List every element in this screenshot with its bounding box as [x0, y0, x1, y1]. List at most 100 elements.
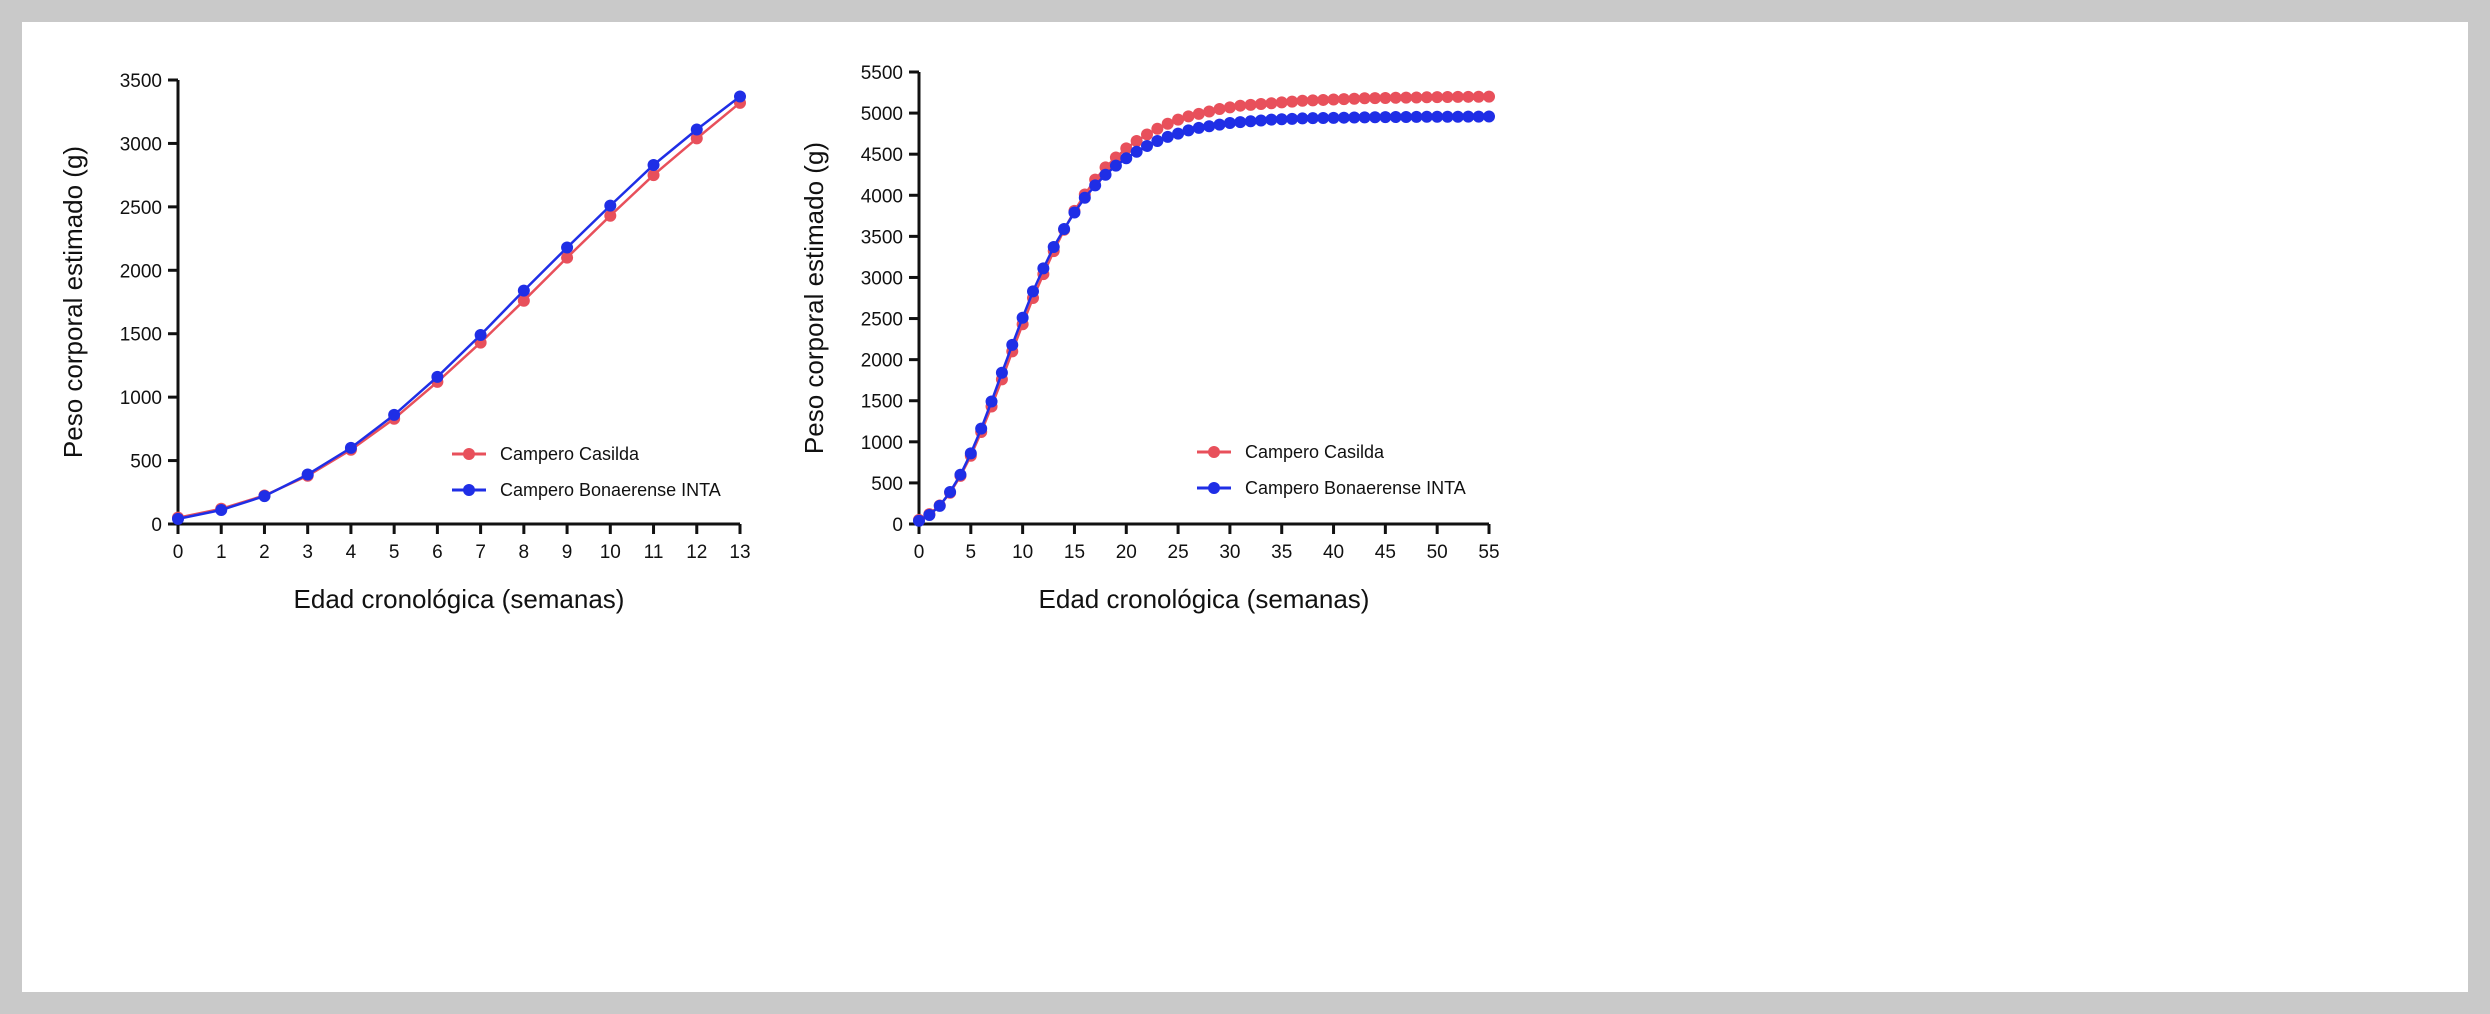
x-tick-label: 50 [1427, 542, 1448, 563]
data-point [1483, 90, 1495, 103]
data-point [1379, 111, 1392, 124]
data-point [1141, 139, 1153, 152]
data-point [1306, 112, 1319, 125]
data-point [1327, 111, 1340, 124]
series-line [177, 95, 741, 521]
data-point [1472, 90, 1485, 103]
data-point [1483, 110, 1495, 123]
data-point [944, 485, 957, 498]
data-point [913, 514, 925, 527]
data-point [1172, 127, 1185, 140]
x-tick-label: 15 [1064, 542, 1085, 563]
data-point [1451, 110, 1464, 123]
data-point [734, 90, 746, 103]
x-tick-label: 12 [686, 542, 707, 563]
x-tick-label: 6 [432, 542, 443, 563]
data-point [690, 123, 703, 136]
data-point [517, 284, 530, 297]
data-point [1275, 96, 1288, 109]
legend-swatch-marker [463, 484, 475, 496]
data-point [923, 508, 936, 521]
x-tick-label: 1 [216, 542, 227, 563]
data-point [1400, 91, 1413, 104]
data-point [647, 169, 660, 182]
data-point [344, 441, 357, 454]
data-point [647, 158, 660, 171]
data-point [1431, 110, 1444, 123]
x-tick-label: 2 [259, 542, 270, 563]
data-point [1109, 159, 1122, 172]
y-tick-label: 1500 [120, 325, 162, 346]
data-point [1337, 93, 1350, 106]
figure: 0 500 1000 1500 2000 2500 3000 3500 0 1 2 3 4 5 6 7 8 9 10… [22, 22, 2468, 992]
data-point [301, 468, 314, 481]
data-point [1265, 113, 1278, 126]
y-tick-label: 0 [151, 515, 162, 536]
data-point [1213, 102, 1226, 115]
data-point [1296, 94, 1309, 107]
data-point [1462, 110, 1475, 123]
x-tick-label: 8 [519, 542, 530, 563]
data-point [1358, 92, 1371, 105]
legend-label: Campero Casilda [1245, 442, 1385, 462]
data-point [1151, 122, 1164, 135]
data-point [172, 512, 184, 525]
data-point [1348, 92, 1361, 105]
legend-item: Campero Casilda [1197, 442, 1385, 462]
y-tick-label: 5500 [861, 63, 903, 84]
data-point [1327, 93, 1340, 106]
y-tick-label: 3500 [861, 227, 903, 248]
x-tick-label: 5 [389, 542, 400, 563]
data-point [1265, 97, 1278, 110]
x-tick-label: 0 [173, 542, 184, 563]
data-point [1369, 92, 1381, 105]
y-tick-label: 2500 [120, 198, 162, 219]
data-point [1223, 101, 1236, 114]
data-point [1255, 98, 1267, 111]
data-point [1420, 110, 1433, 123]
y-tick-label: 500 [871, 474, 903, 495]
x-tick-label: 25 [1168, 542, 1189, 563]
data-point [1068, 206, 1081, 219]
data-point [1410, 110, 1423, 123]
y-tick-label: 4500 [861, 145, 903, 166]
data-point [1182, 124, 1195, 137]
y-tick-label: 5000 [861, 104, 903, 125]
data-point [1172, 113, 1185, 126]
x-tick-label: 7 [475, 542, 486, 563]
data-point [604, 209, 617, 222]
data-point [1410, 91, 1423, 104]
data-point [1462, 90, 1475, 103]
y-axis-title: Peso corporal estimado (g) [58, 146, 88, 458]
data-point [975, 422, 988, 435]
data-point [1203, 120, 1216, 133]
series-bonaerense [172, 90, 746, 525]
y-tick-label: 3000 [861, 268, 903, 289]
data-point [964, 447, 977, 460]
data-point [1161, 117, 1174, 130]
series-line [918, 115, 1490, 522]
x-tick-label: 35 [1271, 542, 1292, 563]
y-tick-label: 500 [130, 452, 162, 473]
x-tick-label: 55 [1478, 542, 1499, 563]
legend-label: Campero Bonaerense INTA [1245, 478, 1466, 498]
data-point [1441, 110, 1454, 123]
data-point [1078, 191, 1091, 204]
legend-item: Campero Casilda [452, 444, 640, 464]
data-point [1348, 111, 1361, 124]
data-point [1317, 93, 1330, 106]
data-point [1296, 112, 1309, 125]
data-point [1089, 179, 1102, 192]
x-tick-label: 4 [346, 542, 357, 563]
data-point [1337, 111, 1350, 124]
data-point [1317, 112, 1330, 125]
y-tick-label: 1000 [861, 433, 903, 454]
y-tick-label: 1000 [120, 388, 162, 409]
data-point [933, 499, 946, 512]
x-axis-title: Edad cronológica (semanas) [1039, 584, 1370, 614]
data-point [1027, 285, 1039, 298]
data-point [258, 490, 271, 503]
series-bonaerense [913, 110, 1495, 527]
y-tick-label: 2000 [120, 261, 162, 282]
